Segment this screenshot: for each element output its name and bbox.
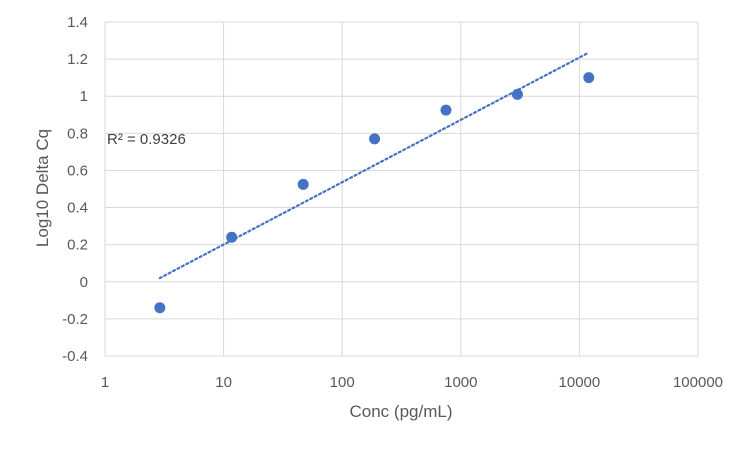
data-point: [226, 231, 238, 243]
x-tick-label: 100000: [673, 374, 723, 391]
x-tick-label: 1: [101, 374, 109, 391]
x-tick-label: 10: [215, 374, 232, 391]
y-tick-label: 1.2: [67, 51, 88, 68]
x-tick-label: 100: [330, 374, 355, 391]
y-tick-label: 0.4: [67, 200, 88, 217]
r-squared-annotation: R² = 0.9326: [107, 131, 186, 148]
y-tick-label: 1: [80, 88, 88, 105]
x-tick-label: 10000: [559, 374, 601, 391]
data-point: [583, 72, 595, 84]
y-tick-label: 0.8: [67, 125, 88, 142]
data-point: [511, 88, 523, 100]
data-point: [440, 104, 452, 116]
x-tick-label: 1000: [444, 374, 477, 391]
y-tick-label: 0.6: [67, 162, 88, 179]
y-tick-label: -0.4: [62, 348, 88, 365]
data-point: [154, 302, 166, 314]
y-axis-title: Log10 Delta Cq: [33, 129, 52, 247]
x-axis-ticks: 1 10 100 1000 10000 100000: [101, 374, 723, 391]
data-points: [154, 72, 595, 314]
y-tick-label: 0: [80, 274, 88, 291]
y-tick-label: 1.4: [67, 14, 88, 31]
x-axis-title: Conc (pg/mL): [350, 402, 453, 421]
y-tick-label: 0.2: [67, 237, 88, 254]
grid-lines: [104, 21, 699, 357]
y-tick-label: -0.2: [62, 311, 88, 328]
data-point: [369, 133, 381, 145]
y-axis-ticks: -0.4 -0.2 0 0.2 0.4 0.6 0.8 1 1.2 1.4: [62, 14, 88, 365]
data-point: [297, 178, 309, 190]
